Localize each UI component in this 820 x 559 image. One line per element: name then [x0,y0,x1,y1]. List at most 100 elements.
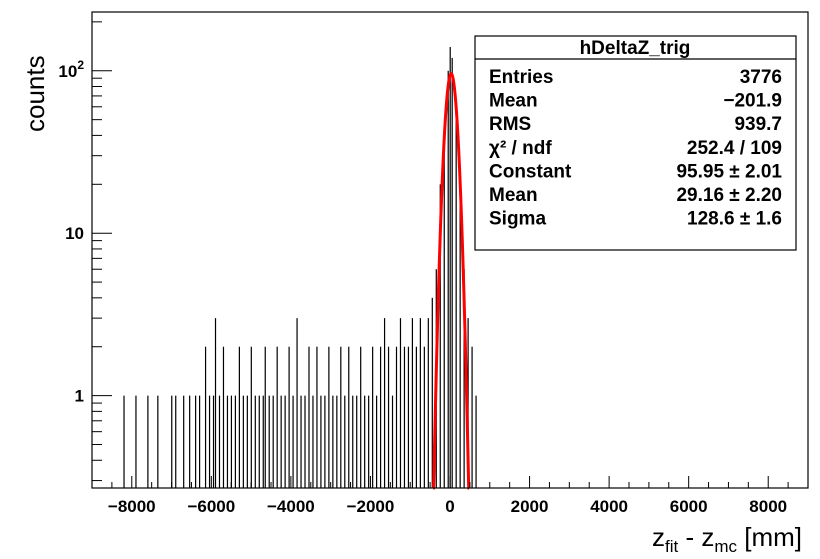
histogram-bin [439,184,441,489]
x-tick-label: −8000 [108,497,156,516]
histogram-bin [147,395,149,488]
histogram-bin [387,346,390,488]
histogram-bin [280,395,282,488]
y-axis-tick-labels: 1 10 102 [58,58,84,406]
histogram-bin [407,346,410,488]
x-tick-label: 0 [445,497,454,516]
histogram-bin [344,395,346,488]
histogram-bin [204,346,207,488]
stats-box-frame [474,35,797,251]
histogram-bin [391,395,394,488]
stats-row-label: χ² / ndf [489,138,552,159]
x-axis-tick-labels: −8000 −6000 −4000 −2000 0 2000 4000 6000 8000 [108,497,787,516]
histogram-bin [135,395,137,488]
histogram-bin [419,318,421,488]
histogram-bars [123,47,477,489]
histogram-bin [276,346,278,488]
histogram-bin [238,346,240,488]
stats-row-label: Mean [489,185,538,206]
histogram-bin [171,395,173,488]
histogram-bin [383,318,386,488]
y-axis-title: counts [20,55,50,132]
histogram-bin [296,318,298,488]
histogram-bin [292,395,294,488]
stats-row-label: Constant [489,161,572,182]
x-axis-title: zfit - zmc [mm] [652,522,802,556]
histogram-bin [208,395,211,488]
histogram-bin [212,395,215,488]
stats-row-label: Sigma [489,209,546,230]
x-axis-title-unit: [mm] [737,522,802,552]
histogram-bin [415,346,417,488]
stats-box: hDeltaZ_trig Entries 3776 Mean −201.9 RMS 939… [474,35,797,251]
histogram-bin [268,395,270,488]
histogram-bin [475,395,477,488]
histogram-bin [431,297,433,488]
histogram-bin [376,395,378,488]
histogram-bin [379,346,382,488]
histogram-bin [272,395,274,488]
y-tick-label: 10 [65,224,84,243]
histogram-bin [308,346,310,488]
x-tick-label: 4000 [590,497,628,516]
histogram-bin [312,395,314,488]
histogram-bin [234,395,236,488]
x-tick-label: 8000 [749,497,787,516]
histogram-bin [250,346,252,488]
histogram-bin [340,346,342,488]
histogram-bin [242,395,244,488]
histogram-bin [123,395,125,488]
histogram-bin [175,395,177,488]
histogram-bin [218,395,221,488]
histogram-bin [360,346,362,488]
gaussian-fit-curve [432,72,471,490]
x-axis-title-base: z [652,522,665,552]
histogram-bin [222,346,225,488]
histogram-bin [316,346,318,488]
stats-row-value: 29.16 ± 2.20 [676,185,782,206]
histogram-bin [395,346,398,488]
histogram-bin [214,318,217,488]
histogram-bin [455,106,457,488]
histogram-bin [447,70,449,488]
x-axis-title-mid: - z [678,522,714,552]
histogram-bin [356,395,358,488]
y-tick-label: 1 [75,387,84,406]
stats-row-value: 3776 [740,67,782,88]
x-axis-ticks [91,476,809,488]
x-tick-label: −2000 [347,497,395,516]
x-tick-label: 6000 [670,497,708,516]
histogram-bin [183,395,185,488]
histogram-bin [230,395,233,488]
stats-row-label: Mean [489,91,538,112]
histogram-bin [288,346,290,488]
histogram-bin [451,57,453,489]
histogram-bin [399,318,402,488]
histogram-bin [320,395,322,488]
histogram-bin [372,346,374,488]
histogram-bin [254,395,256,488]
histogram-bin [284,395,286,488]
histogram-bin [328,346,330,488]
stats-row-value: −201.9 [723,91,782,112]
stats-row-value: 939.7 [734,114,782,135]
x-tick-label: −6000 [187,497,235,516]
histogram-bin [449,47,451,489]
stats-row-label: RMS [489,114,531,135]
y-tick-label: 102 [58,58,84,81]
histogram-bin [264,346,266,488]
stats-row-value: 128.6 ± 1.6 [687,209,782,230]
histogram-bin [189,395,191,488]
histogram-bin [157,395,159,488]
x-axis-title-sub2: mc [714,537,737,556]
x-tick-label: 2000 [511,497,549,516]
histogram-bin [352,395,354,488]
histogram-bin [324,395,326,488]
histogram-bin [471,346,473,488]
x-tick-label: −4000 [267,497,315,516]
histogram-bin [423,346,425,488]
histogram-bin [364,395,366,488]
x-axis-title-sub1: fit [665,537,679,556]
histogram-bin [336,395,338,488]
histogram-bin [226,395,229,488]
